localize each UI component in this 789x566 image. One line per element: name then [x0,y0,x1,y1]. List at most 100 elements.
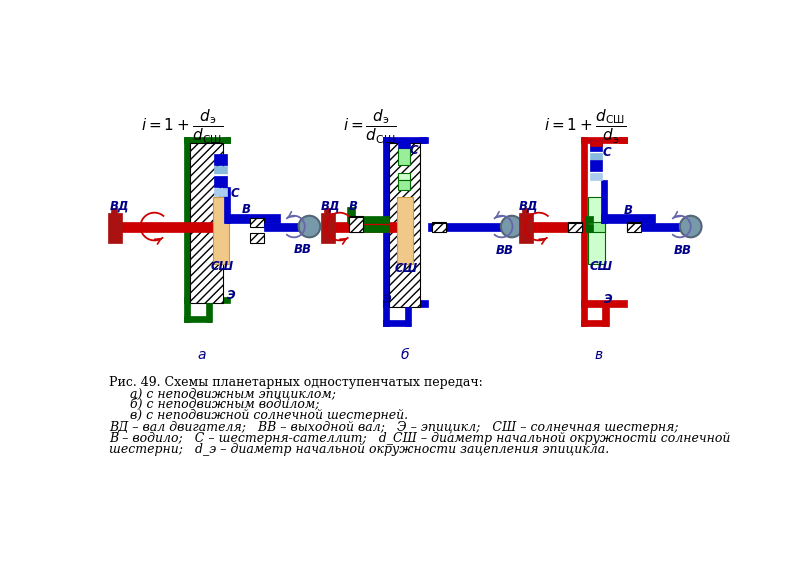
Bar [349,217,363,232]
Bar [585,216,593,224]
Bar [398,181,410,182]
Bar [383,301,428,307]
Bar [601,181,607,224]
Bar [206,303,211,322]
Text: ВВ: ВВ [674,245,692,258]
Bar [581,137,627,143]
Bar [347,207,355,224]
Text: б: б [401,348,409,362]
Text: В – водило;   С – шестерня-сателлит;   d_СШ – диаметр начальной окружности солне: В – водило; С – шестерня-сателлит; d_СШ … [110,432,731,445]
Bar [184,303,190,322]
Bar [214,188,226,196]
Bar [619,137,627,143]
Text: Э: Э [604,293,612,306]
Bar [213,198,229,264]
Text: $i = \dfrac{d_{\rm э}}{d_{\rm СШ}}$: $i = \dfrac{d_{\rm э}}{d_{\rm СШ}}$ [342,108,397,146]
Text: В: В [242,203,251,216]
Circle shape [298,216,320,237]
Bar [184,316,211,322]
Text: ВД: ВД [518,200,538,213]
Text: $i = 1+\dfrac{d_{\rm э}}{d_{\rm СШ}}$: $i = 1+\dfrac{d_{\rm э}}{d_{\rm СШ}}$ [141,108,223,146]
Bar [590,173,602,181]
Bar [581,320,608,326]
Bar [581,137,587,307]
Text: В: В [624,204,633,217]
Bar [589,198,605,264]
Bar [432,222,446,232]
Bar [525,222,589,232]
Bar [224,187,230,224]
Bar [383,320,410,326]
Bar [214,175,226,187]
Bar [398,181,410,190]
Bar [250,233,264,243]
Circle shape [680,216,701,237]
Text: СШ: СШ [211,260,234,273]
Text: в) с неподвижной солнечной шестерней.: в) с неподвижной солнечной шестерней. [129,409,408,422]
Bar [590,140,602,151]
Bar [383,137,426,143]
Bar [222,137,230,143]
Bar [589,222,605,232]
Bar [585,224,593,232]
Bar [581,307,587,326]
Bar [350,216,389,224]
Bar [522,208,528,242]
Text: ВВ: ВВ [496,245,514,258]
Bar [590,140,602,147]
Bar [184,137,190,303]
Bar [389,143,421,307]
Bar [350,225,389,232]
Text: ВВ: ВВ [294,243,312,256]
Text: Э: Э [226,289,235,302]
Text: б) с неподвижным водилом;: б) с неподвижным водилом; [129,398,319,411]
Bar [321,213,335,243]
Text: С: С [602,145,611,158]
Text: СШ: СШ [394,262,418,275]
Circle shape [501,216,522,237]
Bar [627,222,641,231]
Bar [641,222,684,231]
Bar [324,208,331,242]
Text: С: С [409,144,418,157]
Bar [432,222,446,231]
Bar [264,222,302,231]
Bar [349,216,363,231]
Bar [398,140,410,148]
Bar [250,218,264,228]
Bar [327,222,401,232]
Bar [383,307,389,326]
Bar [398,173,410,181]
Text: шестерни;   d_э – диаметр начальной окружности зацепления эпицикла.: шестерни; d_э – диаметр начальной окружн… [110,443,610,456]
Bar [214,154,226,165]
Text: ВД – вал двигателя;   ВВ – выходной вал;   Э – эпицикл;   СШ – солнечная шестерн: ВД – вал двигателя; ВВ – выходной вал; Э… [110,421,679,434]
Bar [397,198,413,264]
Text: в: в [594,348,603,362]
Bar [590,153,602,162]
Bar [405,307,411,326]
Bar [421,137,428,143]
Text: В: В [349,200,358,213]
Text: С: С [230,187,239,199]
Bar [518,213,533,243]
Bar [226,214,280,224]
Bar [590,160,602,162]
Bar [184,297,230,303]
Bar [114,222,222,232]
Bar [568,222,582,232]
Text: а) с неподвижным эпициклом;: а) с неподвижным эпициклом; [129,387,335,400]
Bar [428,222,506,231]
Text: $i = 1+\dfrac{d_{\rm СШ}}{d_{\rm э}}$: $i = 1+\dfrac{d_{\rm СШ}}{d_{\rm э}}$ [544,108,626,146]
Bar [214,174,226,175]
Text: Э: Э [383,293,391,306]
Text: ВД: ВД [110,200,129,213]
Bar [111,208,118,242]
Bar [383,137,389,307]
Bar [398,148,410,165]
Bar [602,307,608,326]
Bar [581,301,627,307]
Bar [601,214,655,224]
Text: Рис. 49. Схемы планетарных одноступенчатых передач:: Рис. 49. Схемы планетарных одноступенчат… [110,376,483,389]
Bar [214,166,226,175]
Text: ВД: ВД [321,200,341,213]
